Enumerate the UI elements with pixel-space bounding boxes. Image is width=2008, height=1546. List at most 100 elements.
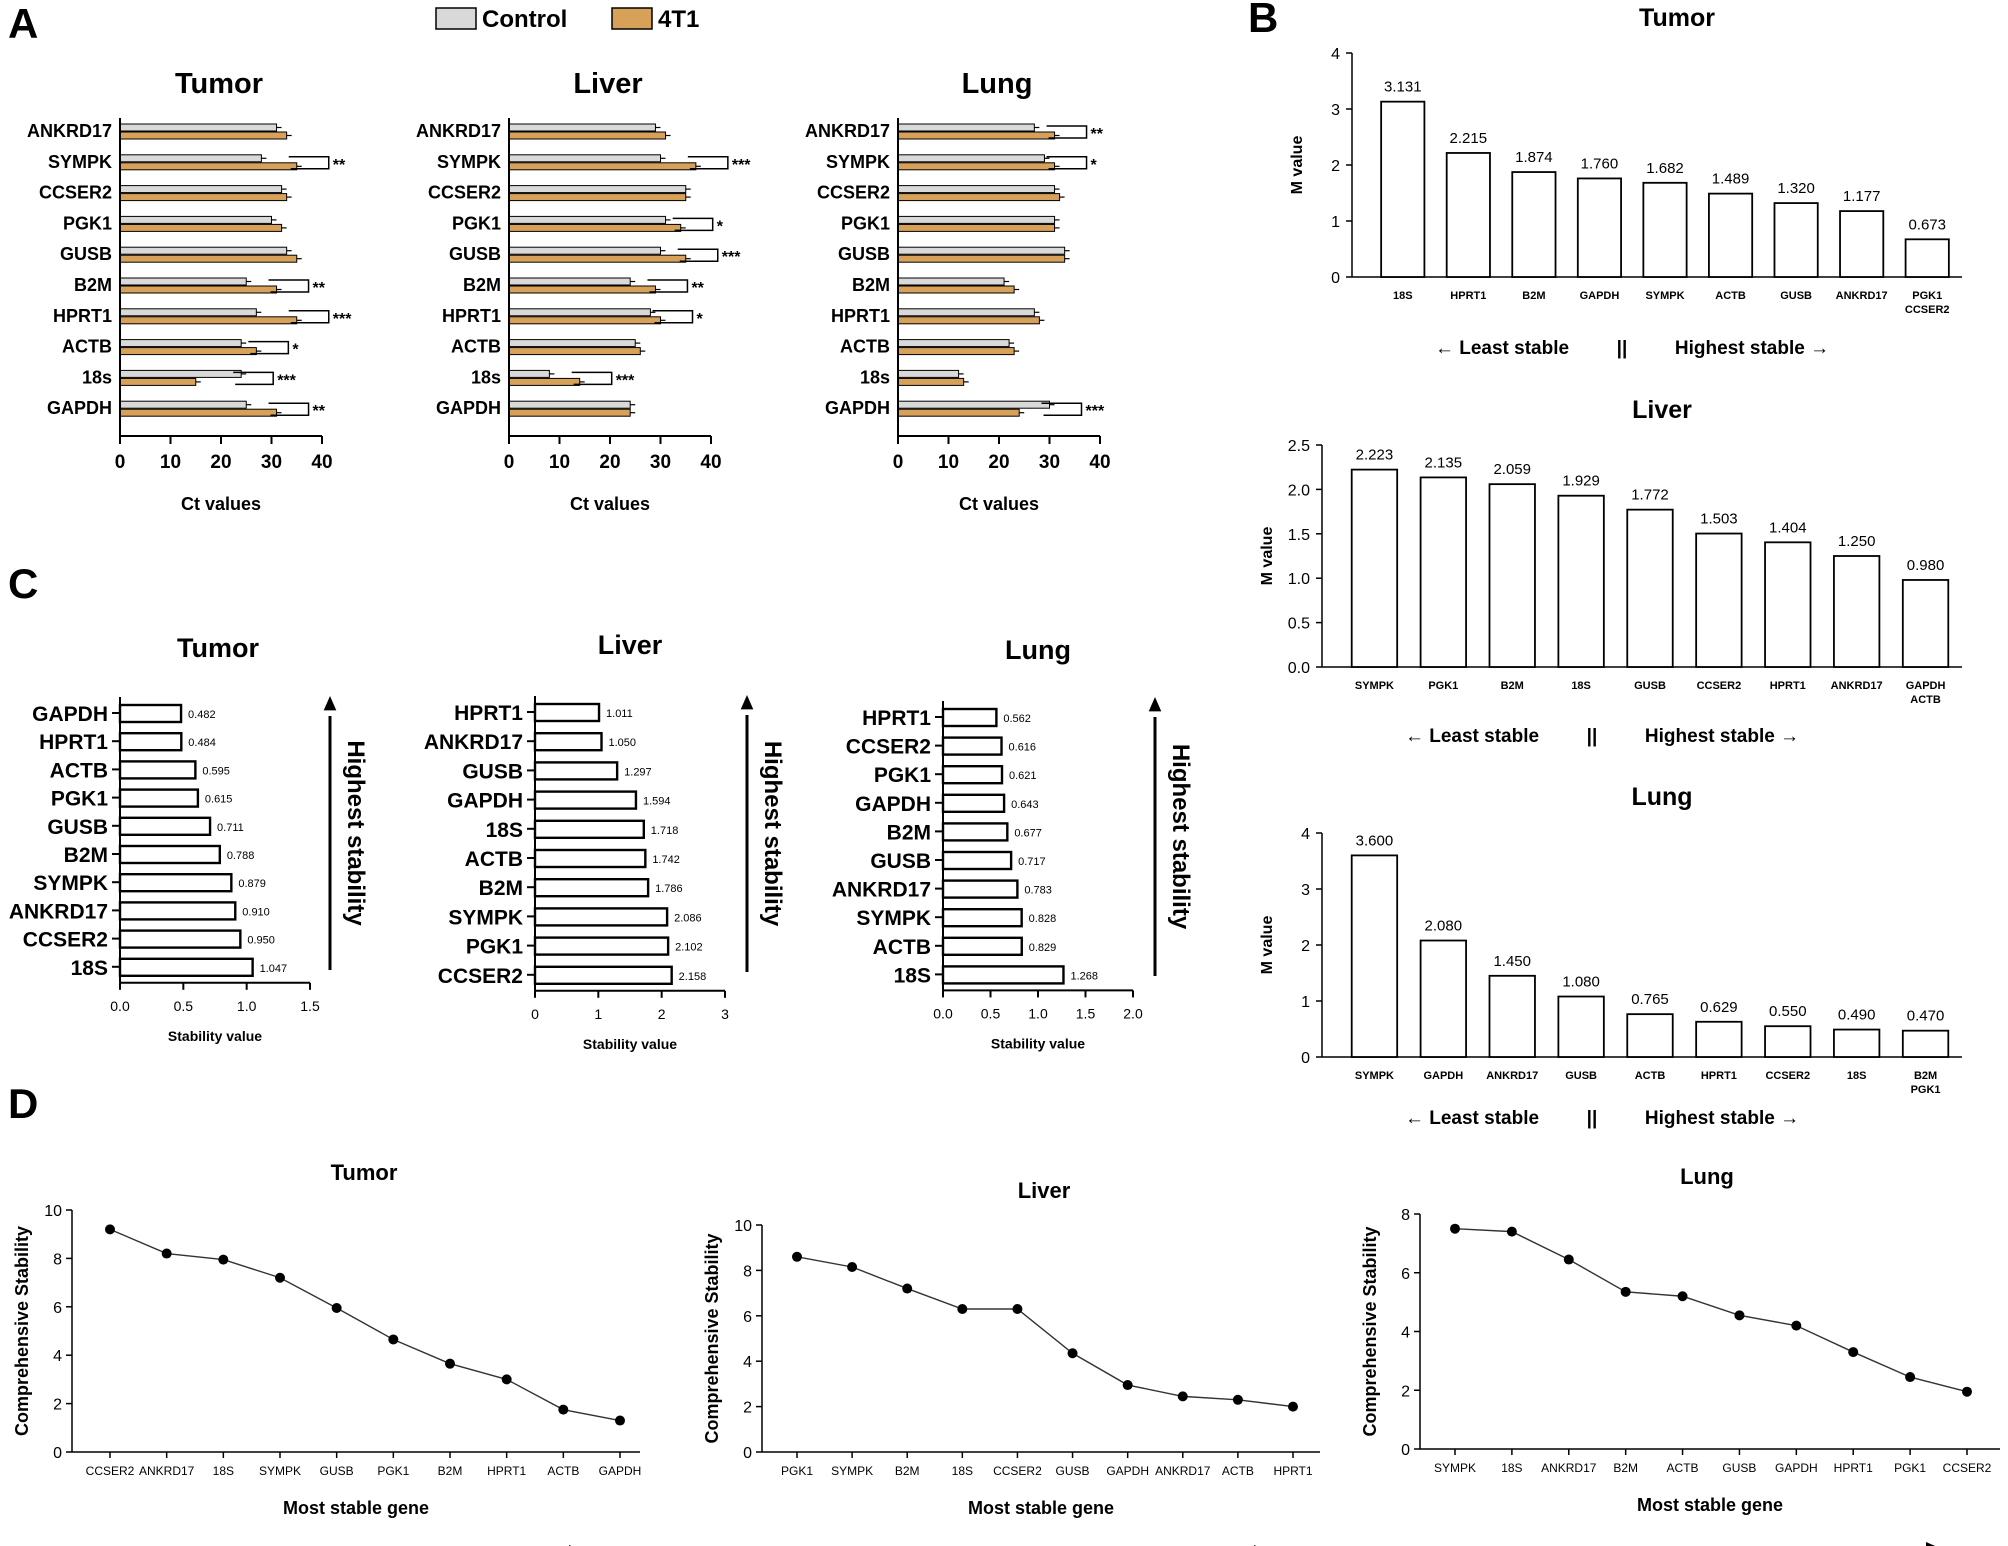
bar [1833,555,1881,668]
category-label: CCSER2 [39,183,112,203]
bar [1764,541,1812,668]
category-label: 18S [1393,290,1413,302]
category-label: ACTB [1635,1070,1666,1082]
highest-stable-note: Highest stable → [1645,1108,1799,1129]
category-label: 18s [860,367,890,387]
data-point [558,1404,569,1415]
bar [1695,1020,1743,1058]
bar-4t1 [508,316,661,325]
data-label: 0.490 [1838,1007,1876,1024]
data-label: 1.320 [1777,180,1815,197]
data-label: 0.717 [1018,856,1046,868]
significance-bracket [687,156,729,170]
chart-title: Tumor [175,68,263,100]
data-label: 0.711 [217,822,244,834]
bar-4t1 [897,193,1061,202]
category-label: GUSB [60,244,112,264]
category-label: SYMPK [1355,1070,1394,1082]
data-label: 0.595 [202,765,230,777]
x-axis-label: Ct values [570,494,650,514]
category-label: 18S [213,1464,234,1478]
category-label: SYMPK [437,152,501,172]
data-point [1122,1380,1133,1391]
bar [533,702,601,723]
x-tick-label: 2 [658,1006,666,1022]
category-label: HPRT1 [1273,1464,1312,1478]
category-label: ACTB [547,1464,579,1478]
bar [941,908,1023,928]
bar [941,850,1013,871]
data-label: 1.177 [1843,188,1881,205]
category-label: 18S [894,964,931,987]
bar [1764,1025,1812,1058]
data-point [218,1254,229,1265]
bar [533,907,669,927]
bar-control [119,369,242,378]
bar-4t1 [119,254,298,263]
y-tick-label: 2 [743,1400,752,1417]
category-label: HPRT1 [442,306,501,326]
category-label: ACTB [1222,1464,1254,1478]
stability-arrow-label: Highest stability [759,741,786,927]
category-label: SYMPK [48,152,112,172]
series-line [1454,1227,1968,1393]
bar [1511,171,1557,278]
bar [1773,202,1819,278]
bar-4t1 [897,377,965,386]
bar [533,878,650,898]
bar-4t1 [119,223,283,232]
x-tick-label: 0 [893,452,904,473]
bar-control [119,277,247,286]
bar-4t1 [119,408,278,417]
bar-control [508,185,687,194]
category-label: HPRT1 [1701,1070,1737,1082]
data-point [902,1283,913,1294]
category-label: B2M [895,1464,920,1478]
category-label: 18S [71,957,108,980]
category-label: ACTB [840,337,890,357]
x-tick-label: 10 [160,452,181,473]
data-label: 1.489 [1712,171,1750,188]
y-axis-label: Comprehensive Stability [1360,1226,1380,1436]
bar-4t1 [508,193,687,202]
category-label: ANKRD17 [139,1464,195,1478]
bar-control [119,154,262,163]
category-label: CCSER2 [993,1464,1042,1478]
highest-stable-note: Highest stable → [1675,338,1829,359]
category-label: ANKRD17 [424,731,523,754]
chart-title: Lung [1631,783,1692,811]
category-label: CCSER2 [428,183,501,203]
category-label: GAPDH [32,703,108,726]
bar [118,901,237,921]
category-label: GAPDH [599,1464,642,1478]
significance-marker: ** [313,280,326,297]
data-point [1450,1223,1460,1234]
bar [941,965,1065,985]
x-tick-label: 10 [549,452,570,473]
data-label: 0.616 [1009,742,1037,754]
category-label: ANKRD17 [1836,290,1888,302]
significance-marker: * [1091,157,1098,174]
category-label: CCSER2 [23,929,108,952]
category-label: B2M [1914,1070,1937,1082]
data-label: 1.594 [643,796,671,808]
panel-label-b: B [1248,0,1278,41]
bar-control [508,400,631,409]
bar-4t1 [508,162,697,171]
data-label: 1.297 [624,766,652,778]
chart-title: Lung [1680,1164,1734,1189]
bar [1419,476,1467,668]
data-point [445,1358,455,1369]
bar-control [897,154,1045,163]
bar-4t1 [119,347,257,356]
data-label: 2.102 [675,942,703,954]
bar [941,936,1023,956]
category-label: GUSB [449,244,501,264]
category-label: PGK1 [841,213,890,233]
y-tick-label: 1 [1331,214,1340,231]
category-label: ANKRD17 [1155,1464,1211,1478]
y-tick-label: 6 [743,1309,752,1326]
category-label: PGK1 [1912,290,1942,302]
category-label: GUSB [1722,1461,1756,1475]
